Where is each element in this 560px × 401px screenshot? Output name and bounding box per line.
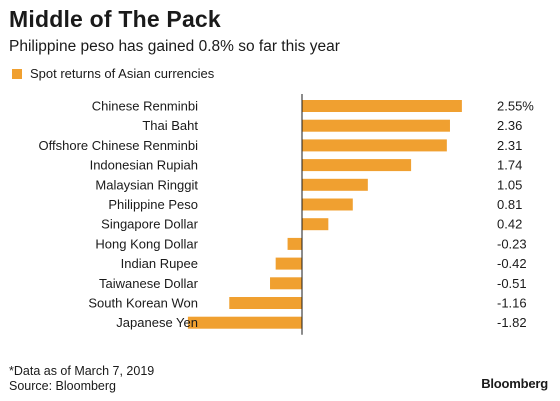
value-label: 1.05 bbox=[497, 177, 522, 192]
chart-title: Middle of The Pack bbox=[9, 6, 221, 32]
footnote: *Data as of March 7, 2019 Source: Bloomb… bbox=[9, 364, 154, 394]
bar-2 bbox=[302, 119, 450, 132]
value-label: 2.36 bbox=[497, 118, 522, 133]
category-label: Chinese Renminbi bbox=[92, 99, 198, 114]
value-label: -0.23 bbox=[497, 236, 527, 251]
value-label: 2.31 bbox=[497, 138, 522, 153]
chart-subtitle: Philippine peso has gained 0.8% so far t… bbox=[9, 38, 340, 55]
bar-6 bbox=[302, 198, 353, 211]
value-label: 0.42 bbox=[497, 217, 522, 232]
value-label: -0.51 bbox=[497, 276, 527, 291]
value-label: 0.81 bbox=[497, 197, 522, 212]
legend-swatch bbox=[12, 68, 22, 79]
bar-10 bbox=[270, 277, 302, 290]
bar-8 bbox=[287, 237, 302, 250]
bar-1 bbox=[302, 100, 462, 112]
value-label: 1.74 bbox=[497, 158, 522, 173]
bar-7 bbox=[302, 218, 329, 231]
category-label: Indonesian Rupiah bbox=[90, 158, 198, 173]
category-label: Japanese Yen bbox=[116, 315, 198, 330]
bar-12 bbox=[187, 316, 302, 329]
category-label: Hong Kong Dollar bbox=[95, 236, 198, 251]
brand-logo: Bloomberg bbox=[481, 376, 548, 391]
bar-11 bbox=[229, 297, 302, 309]
bar-4 bbox=[302, 159, 412, 172]
category-label: Malaysian Ringgit bbox=[95, 177, 198, 192]
value-label: -1.82 bbox=[497, 315, 527, 330]
category-label: Singapore Dollar bbox=[101, 217, 199, 232]
value-label: 2.55% bbox=[497, 99, 534, 114]
category-label: Offshore Chinese Renminbi bbox=[39, 138, 199, 153]
bar-3 bbox=[302, 139, 447, 152]
source-note: Source: Bloomberg bbox=[9, 379, 117, 393]
category-label: Taiwanese Dollar bbox=[99, 276, 199, 291]
category-label: Thai Baht bbox=[142, 118, 198, 133]
bar-5 bbox=[302, 178, 368, 191]
category-label: Philippine Peso bbox=[108, 197, 198, 212]
legend: Spot returns of Asian currencies bbox=[12, 66, 214, 81]
data-note: *Data as of March 7, 2019 bbox=[9, 364, 155, 378]
value-label: -1.16 bbox=[497, 296, 527, 311]
value-label: -0.42 bbox=[497, 256, 527, 271]
category-label: Indian Rupee bbox=[121, 256, 198, 271]
legend-label: Spot returns of Asian currencies bbox=[30, 66, 215, 81]
bar-9 bbox=[275, 257, 302, 270]
category-label: South Korean Won bbox=[88, 296, 198, 311]
